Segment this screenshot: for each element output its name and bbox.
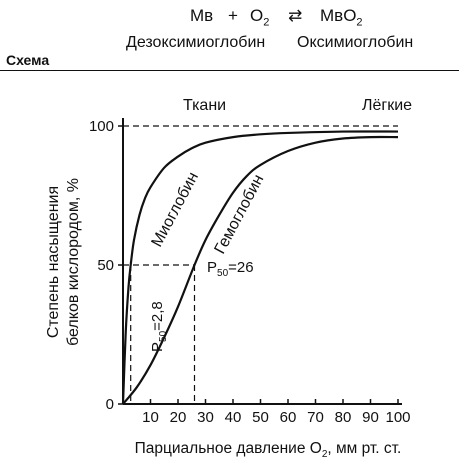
y-ticks: 0 50 100 bbox=[89, 118, 123, 413]
guide-lines bbox=[123, 125, 398, 404]
x-ticks: 10 20 30 40 50 60 70 80 90 100 bbox=[142, 399, 411, 426]
oxymyoglobin-symbol: MвO2 bbox=[320, 6, 363, 29]
section-label: Схема bbox=[6, 52, 50, 68]
section-divider bbox=[0, 70, 459, 71]
y-tick-label-100: 100 bbox=[89, 118, 114, 135]
y-tick-label-50: 50 bbox=[97, 257, 114, 274]
series-label-myoglobin: Миоглобин bbox=[149, 169, 203, 249]
lungs-label: Лёгкие bbox=[362, 97, 412, 114]
y-axis-title-line1: Степень насыщения bbox=[45, 186, 62, 338]
equilibrium-arrow-icon: ⇄ bbox=[288, 6, 303, 25]
p50-hemoglobin-label: P50=26 bbox=[207, 259, 254, 279]
deoxymyoglobin-label: Дезоксимиоглобин bbox=[126, 34, 266, 51]
oxymyoglobin-label: Оксимиоглобин bbox=[297, 34, 414, 51]
species-names: Дезоксимиоглобин Оксимиоглобин bbox=[0, 34, 459, 58]
curves bbox=[121, 130, 399, 405]
x-tick-label-90: 90 bbox=[362, 409, 379, 426]
x-tick-label-80: 80 bbox=[335, 409, 352, 426]
x-tick-label-70: 70 bbox=[307, 409, 324, 426]
reaction-equation: Mв + O2 ⇄ MвO2 bbox=[0, 6, 459, 30]
y-tick-label-0: 0 bbox=[106, 396, 114, 413]
curve-hemoglobin bbox=[122, 135, 399, 405]
x-tick-label-40: 40 bbox=[225, 409, 242, 426]
myoglobin-symbol: Mв bbox=[190, 6, 214, 25]
x-tick-label-10: 10 bbox=[142, 409, 159, 426]
x-tick-label-50: 50 bbox=[252, 409, 269, 426]
oxygen-symbol: O2 bbox=[250, 6, 270, 29]
p50-myoglobin-label: P50=2,8 bbox=[149, 301, 169, 352]
y-axis-title-line2: белков кислородом, % bbox=[65, 178, 82, 346]
x-tick-label-60: 60 bbox=[280, 409, 297, 426]
x-tick-label-30: 30 bbox=[197, 409, 214, 426]
x-tick-label-100: 100 bbox=[385, 409, 410, 426]
x-tick-label-20: 20 bbox=[170, 409, 187, 426]
curve-myoglobin bbox=[121, 130, 399, 405]
tissues-label: Ткани bbox=[183, 97, 226, 114]
x-axis-title: Парциальное давление O2, мм рт. ст. bbox=[135, 440, 402, 460]
plus-sign: + bbox=[228, 6, 238, 25]
